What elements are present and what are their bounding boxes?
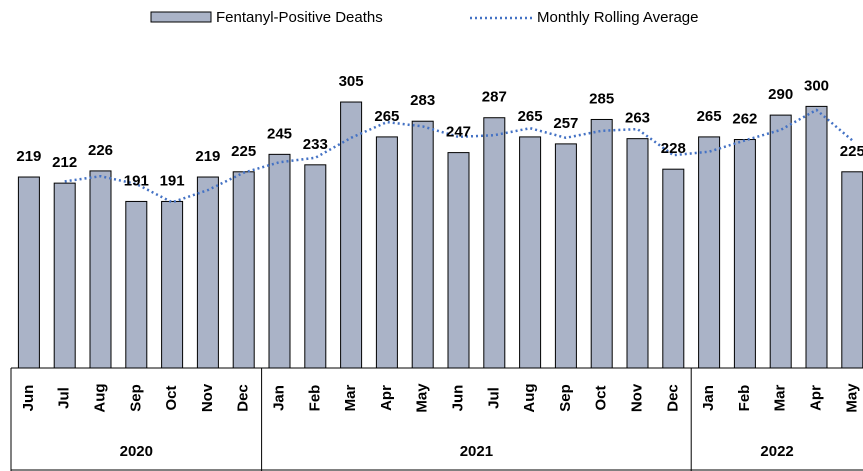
- x-tick-label: May: [843, 383, 860, 413]
- bar: [519, 136, 542, 369]
- x-tick-label: Dec: [664, 384, 681, 412]
- data-label: 219: [195, 148, 220, 165]
- x-tick-label: Nov: [628, 383, 645, 412]
- data-label: 283: [410, 92, 435, 109]
- data-label: 233: [303, 136, 328, 153]
- x-tick-label: Mar: [342, 385, 359, 412]
- data-label: 191: [160, 172, 185, 189]
- data-label: 285: [589, 90, 614, 107]
- bar: [733, 139, 756, 369]
- group-label: 2020: [120, 443, 153, 460]
- x-tick-label: Feb: [736, 385, 753, 412]
- x-tick-label: Jan: [700, 385, 717, 411]
- x-tick-label: Jan: [270, 385, 287, 411]
- bar: [590, 118, 613, 369]
- bar: [483, 117, 506, 369]
- rolling-average-line: [64, 108, 854, 204]
- data-label: 226: [88, 142, 113, 159]
- data-label: 257: [553, 115, 578, 132]
- x-tick-label: Jul: [56, 387, 73, 409]
- bar: [232, 171, 255, 369]
- data-label: 265: [374, 108, 399, 125]
- data-label: 300: [804, 77, 829, 94]
- data-label: 262: [732, 110, 757, 127]
- x-tick-label: May: [414, 383, 431, 413]
- x-tick-label: Sep: [557, 384, 574, 412]
- data-label: 225: [840, 143, 863, 160]
- data-label: 225: [231, 143, 256, 160]
- bar: [554, 143, 577, 369]
- data-label: 219: [16, 148, 41, 165]
- data-label: 247: [446, 124, 471, 141]
- bar: [375, 136, 398, 369]
- legend-label: Monthly Rolling Average: [537, 9, 698, 26]
- x-tick-label: Sep: [127, 384, 144, 412]
- data-label: 191: [124, 172, 149, 189]
- data-label: 263: [625, 110, 650, 127]
- bar: [196, 176, 219, 369]
- data-label: 290: [768, 86, 793, 103]
- x-tick-label: Feb: [306, 385, 323, 412]
- bar: [841, 171, 863, 369]
- data-label: 212: [52, 154, 77, 171]
- x-tick-label: Jul: [485, 387, 502, 409]
- bar: [304, 164, 327, 369]
- legend-label: Fentanyl-Positive Deaths: [216, 9, 383, 26]
- x-tick-label: Apr: [807, 385, 824, 411]
- data-label: 305: [339, 73, 364, 90]
- x-tick-label: Oct: [163, 385, 180, 410]
- bar: [698, 136, 721, 369]
- x-tick-label: Apr: [378, 385, 395, 411]
- group-label: 2022: [760, 443, 793, 460]
- bar: [53, 182, 76, 369]
- data-label: 265: [697, 108, 722, 125]
- bar: [268, 153, 291, 369]
- x-tick-label: Mar: [772, 385, 789, 412]
- data-label: 287: [482, 89, 507, 106]
- x-tick-label: Nov: [199, 383, 216, 412]
- legend-swatch-bar: [150, 11, 212, 23]
- bar: [411, 120, 434, 369]
- data-label: 265: [518, 108, 543, 125]
- group-label: 2021: [460, 443, 493, 460]
- bar: [662, 168, 685, 369]
- bar: [161, 200, 184, 369]
- bar: [626, 138, 649, 369]
- bar: [125, 200, 148, 369]
- x-tick-label: Jun: [20, 385, 37, 412]
- bar: [447, 152, 470, 369]
- x-tick-label: Aug: [521, 383, 538, 412]
- data-label: 228: [661, 140, 686, 157]
- bar: [769, 114, 792, 369]
- data-label: 245: [267, 125, 292, 142]
- x-tick-label: Dec: [235, 384, 252, 412]
- bar: [17, 176, 40, 369]
- x-tick-label: Aug: [91, 383, 108, 412]
- bar: [89, 170, 112, 369]
- x-tick-label: Oct: [593, 385, 610, 410]
- bar: [805, 105, 828, 369]
- x-tick-label: Jun: [449, 385, 466, 412]
